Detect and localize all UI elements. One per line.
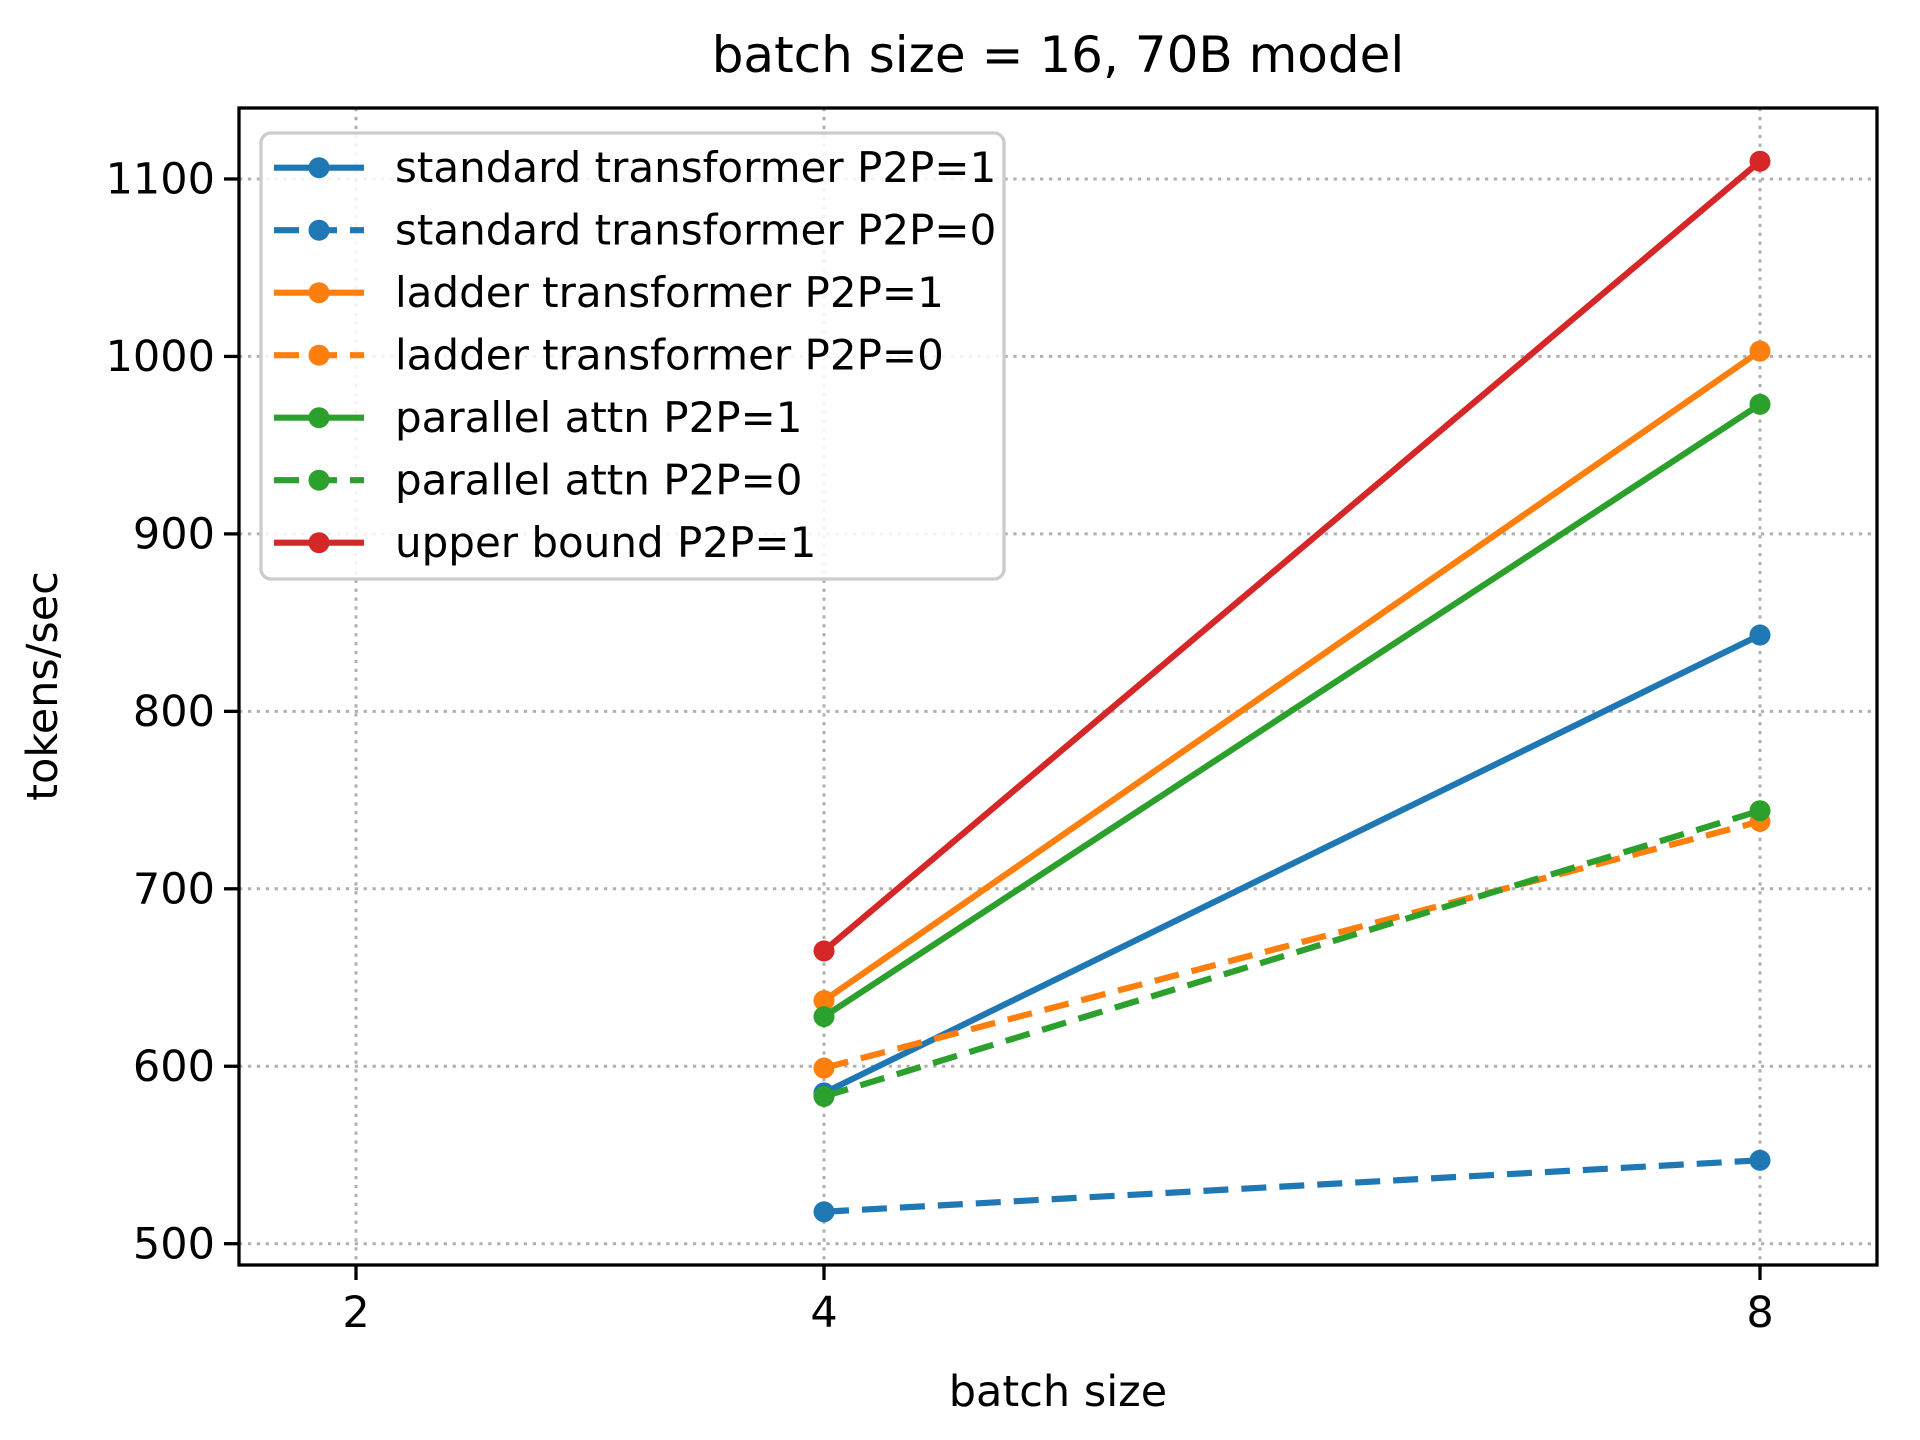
x-tick-label: 2 bbox=[342, 1288, 369, 1338]
x-tick-label: 4 bbox=[810, 1288, 837, 1338]
data-point bbox=[813, 1006, 835, 1028]
legend-entry: ladder transformer P2P=0 bbox=[274, 330, 944, 379]
x-tick-label: 8 bbox=[1746, 1288, 1773, 1338]
data-point bbox=[1749, 340, 1771, 362]
series-line-5 bbox=[823, 807, 1761, 1100]
series-lines bbox=[813, 150, 1771, 1223]
legend-label: parallel attn P2P=1 bbox=[395, 393, 803, 442]
y-tick-label: 500 bbox=[133, 1219, 215, 1269]
data-point bbox=[1749, 800, 1771, 822]
legend-label: ladder transformer P2P=1 bbox=[395, 268, 944, 317]
data-point bbox=[813, 990, 835, 1012]
data-point bbox=[813, 940, 835, 962]
legend-entry: parallel attn P2P=0 bbox=[274, 455, 803, 504]
y-tick-label: 800 bbox=[133, 687, 215, 737]
plot-border bbox=[237, 106, 1879, 1267]
axis-ticks: 500 600 700 800 900 1000 1100 2 4 8 bbox=[106, 155, 1774, 1338]
series-line-2 bbox=[822, 348, 1762, 1004]
legend-entry: parallel attn P2P=1 bbox=[274, 393, 803, 442]
legend-marker bbox=[308, 157, 330, 179]
legend-label: standard transformer P2P=1 bbox=[395, 143, 996, 192]
legend-marker bbox=[308, 469, 330, 491]
series-line-1 bbox=[823, 1157, 1761, 1215]
chart-title: batch size = 16, 70B model bbox=[712, 26, 1405, 84]
data-point bbox=[1749, 1149, 1771, 1171]
series-line-6 bbox=[822, 158, 1762, 954]
legend-marker bbox=[308, 282, 330, 304]
y-tick-label: 1000 bbox=[106, 332, 215, 382]
data-point bbox=[1749, 393, 1771, 415]
y-tick-label: 700 bbox=[133, 864, 215, 914]
y-tick-label: 600 bbox=[133, 1042, 215, 1092]
series-line-3 bbox=[823, 818, 1761, 1072]
legend-label: parallel attn P2P=0 bbox=[395, 455, 803, 504]
legend-marker bbox=[308, 532, 330, 554]
legend-label: standard transformer P2P=0 bbox=[395, 205, 996, 254]
legend-entry: standard transformer P2P=0 bbox=[274, 205, 996, 254]
series-line-0 bbox=[822, 632, 1762, 1096]
x-axis-label: batch size bbox=[949, 1367, 1167, 1417]
legend-entry: upper bound P2P=1 bbox=[274, 518, 816, 567]
data-point bbox=[813, 1201, 835, 1223]
data-point bbox=[813, 1085, 835, 1107]
legend-label: upper bound P2P=1 bbox=[395, 518, 816, 567]
data-point bbox=[1749, 150, 1771, 172]
legend: standard transformer P2P=1 standard trans… bbox=[259, 131, 1006, 581]
legend-marker bbox=[308, 407, 330, 429]
legend-entry: standard transformer P2P=1 bbox=[274, 143, 996, 192]
data-point bbox=[1749, 624, 1771, 646]
legend-marker bbox=[308, 344, 330, 366]
legend-label: ladder transformer P2P=0 bbox=[395, 330, 944, 379]
y-axis-label: tokens/sec bbox=[18, 571, 68, 801]
legend-box bbox=[259, 131, 1006, 581]
series-line-4 bbox=[822, 401, 1762, 1020]
data-point bbox=[813, 1057, 835, 1079]
y-tick-label: 1100 bbox=[106, 155, 215, 205]
legend-marker bbox=[308, 219, 330, 241]
legend-entry: ladder transformer P2P=1 bbox=[274, 268, 944, 317]
y-tick-label: 900 bbox=[133, 510, 215, 560]
